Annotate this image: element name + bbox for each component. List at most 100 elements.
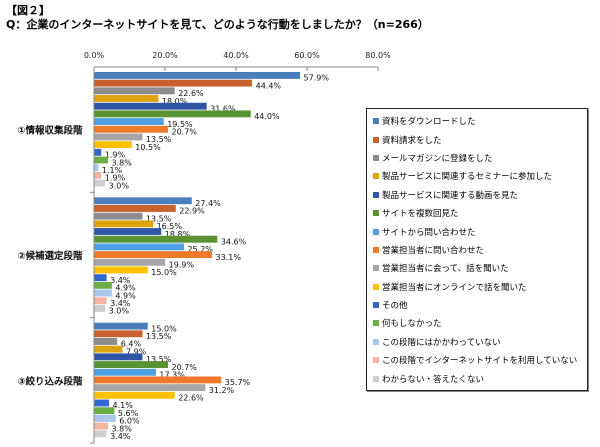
bar [94,118,164,126]
bar [94,125,168,133]
bar [94,102,207,110]
bar [94,228,162,235]
data-label: 18.0% [162,97,188,106]
legend-item: 製品サービスに関連するセミナーに参加した [373,167,587,185]
data-label: 13.5% [146,214,172,223]
bar [94,110,251,118]
bar [94,197,192,205]
data-label: 6.4% [121,340,142,349]
legend-label: 営業担当者に会って、話を聞いた [382,264,509,275]
data-label: 3.0% [109,181,130,190]
legend-swatch [373,283,379,290]
legend-label: 営業担当者に問い合わせた [382,245,485,256]
legend-swatch [373,210,379,217]
bar [94,243,184,251]
legend-swatch [373,191,379,198]
x-tick-label: 20.0% [152,51,178,60]
data-label: 16.5% [157,222,183,231]
bar [94,376,222,384]
bar [94,251,213,259]
x-tick-label: 0.0% [84,51,105,60]
bar [94,338,118,345]
bar [94,141,132,149]
data-label: 1.1% [102,166,123,175]
bar [94,399,110,407]
legend-swatch [373,228,379,235]
bar [94,407,115,415]
legend-swatch [373,375,379,382]
bar [94,361,168,368]
legend-item: 資料請求をした [373,130,587,148]
data-label: 18.8% [165,230,191,239]
bar [94,281,112,289]
data-label: 6.0% [119,417,140,426]
data-label: 3.8% [111,424,132,433]
bar [94,220,154,228]
data-label: 17.3% [159,370,185,379]
bar [94,205,176,212]
bar [94,133,143,141]
legend-label: 製品サービスに関連する動画を見た [382,190,519,201]
legend-label: サイトから問い合わせた [382,227,476,238]
bar [94,297,107,305]
legend-label: 何もしなかった [382,319,442,330]
legend-item: メールマガジンに登録をした [373,149,587,167]
data-label: 44.4% [256,81,282,90]
legend-label: わからない・答えたくない [382,374,485,385]
data-label: 19.5% [167,120,193,129]
data-label: 15.0% [151,324,177,333]
legend-label: 資料をダウンロードした [382,117,476,128]
data-label: 4.9% [115,291,136,300]
bar [94,274,107,282]
legend-item: 営業担当者に問い合わせた [373,241,587,259]
category-label: ③絞り込み段階 [17,375,83,387]
x-tick-label: 40.0% [223,51,249,60]
data-label: 34.6% [221,237,247,246]
data-label: 20.7% [171,128,197,137]
bar [94,422,108,430]
data-label: 1.9% [105,151,126,160]
legend-item: 製品サービスに関連する動画を見た [373,186,587,204]
legend-swatch [373,136,379,143]
bar [94,148,102,156]
legend-item: この段階でインターネットサイトを利用していない [373,351,587,369]
data-label: 3.4% [110,276,131,285]
data-label: 57.9% [304,74,330,83]
bar [94,430,107,438]
legend-item: 営業担当者に会って、話を聞いた [373,259,587,277]
data-label: 3.4% [110,299,131,308]
legend-swatch [373,338,379,345]
data-label: 15.0% [151,268,177,277]
bar [94,330,143,338]
data-label: 3.8% [111,158,132,167]
bar [94,87,175,95]
bar [94,345,123,353]
legend-label: サイトを複数回見た [382,209,459,220]
bar [94,179,106,187]
data-label: 22.6% [178,394,204,403]
legend-label: この段階でインターネットサイトを利用していない [382,356,578,367]
chart-title: Q：企業のインターネットサイトを見て、どのような行動をしましたか？（n=266） [6,18,429,31]
legend-label: 営業担当者にオンラインで話を聞いた [382,282,527,293]
legend-label: 資料請求をした [382,135,442,146]
data-label: 27.4% [195,199,221,208]
bar [94,414,116,422]
legend-swatch [373,173,379,180]
data-label: 22.6% [178,89,204,98]
data-label: 44.0% [254,112,280,121]
data-label: 35.7% [225,378,251,387]
legend-swatch [373,118,379,125]
bar [94,391,175,399]
data-label: 10.5% [135,143,161,152]
data-label: 3.4% [110,432,131,441]
legend-label: この段階にはかかわっていない [382,337,501,348]
x-tick-label: 60.0% [294,51,320,60]
legend-label: その他 [382,301,408,312]
bar [94,384,206,392]
legend-item: わからない・答えたくない [373,369,587,387]
data-label: 20.7% [171,363,197,372]
data-label: 5.6% [118,409,139,418]
bar [94,289,112,297]
data-label: 31.6% [210,104,236,113]
